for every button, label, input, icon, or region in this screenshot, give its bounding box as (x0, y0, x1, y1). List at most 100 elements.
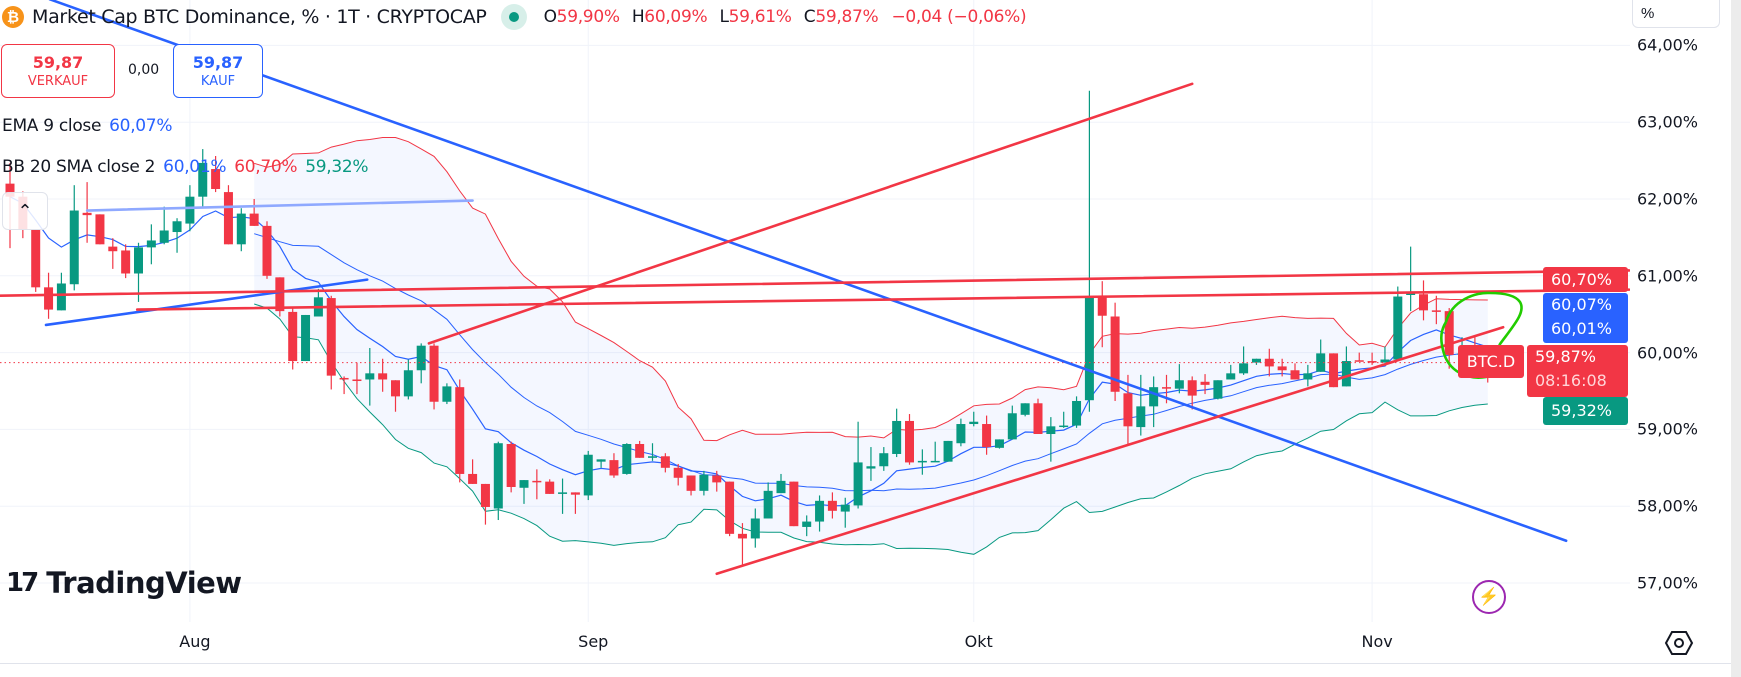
candle-body (1251, 358, 1261, 363)
candle (365, 347, 375, 406)
candle (570, 492, 580, 514)
divider (0, 663, 1731, 664)
candle-body (917, 460, 927, 463)
candle (802, 515, 812, 537)
sell-label: VERKAUF (27, 74, 89, 89)
candle-body (763, 490, 773, 519)
candle-body (1444, 311, 1454, 355)
candle-body (1200, 381, 1210, 385)
candle-body (596, 459, 606, 462)
price-unit-box[interactable]: % (1632, 0, 1720, 28)
tradingview-logo[interactable]: 17 TradingView (6, 566, 242, 600)
candle-body (121, 250, 131, 274)
candle-body (1110, 316, 1120, 392)
candle (1084, 90, 1094, 412)
candle-body (1020, 403, 1030, 415)
candle-body (789, 481, 799, 527)
candle (416, 343, 426, 384)
candle-body (532, 480, 542, 483)
candle (1251, 358, 1261, 365)
candle (712, 470, 722, 492)
candle (737, 523, 747, 565)
candle-body (570, 492, 580, 495)
candle-body (1277, 366, 1287, 371)
candle-body (1406, 293, 1416, 295)
candle-body (776, 480, 786, 494)
candle-body (275, 277, 285, 312)
bb-label: BB 20 SMA close 2 (2, 157, 156, 177)
bar-countdown: 08:16:08 (1535, 371, 1607, 390)
change-value: −0,04 (−0,06%) (891, 7, 1027, 27)
buy-label: KAUF (200, 74, 236, 89)
candle-body (262, 225, 272, 276)
settings-icon[interactable] (1664, 630, 1694, 661)
price-axis-label: 61,00% (1637, 266, 1699, 286)
candle (1046, 417, 1056, 462)
candle-body (635, 443, 645, 458)
candle (1123, 374, 1133, 444)
candle-body (1290, 370, 1300, 380)
bb-legend[interactable]: BB 20 SMA close 2 60,01% 60,70% 59,32% (2, 157, 369, 177)
collapse-legend-button[interactable]: ⌃ (2, 192, 48, 230)
candle (905, 414, 914, 465)
symbol-title[interactable]: Market Cap BTC Dominance, % · 1T · CRYPT… (32, 6, 487, 28)
candle (1290, 363, 1300, 380)
candle-body (236, 213, 246, 245)
ema-legend[interactable]: EMA 9 close 60,07% (2, 116, 172, 136)
sell-button[interactable]: 59,87 VERKAUF (1, 44, 115, 98)
candle (827, 492, 837, 519)
price-axis-label: 58,00% (1637, 496, 1699, 516)
candle-body (44, 287, 54, 310)
candle-body (403, 370, 413, 397)
candle-body (1393, 296, 1403, 360)
candle (699, 470, 709, 496)
candle-body (1239, 363, 1249, 374)
candle-body (198, 162, 208, 197)
candle-body (108, 246, 118, 252)
candle-body (1213, 380, 1223, 399)
candle-body (95, 214, 105, 245)
ema-badge: 60,07% (1551, 295, 1613, 314)
candle (956, 418, 966, 447)
high-label: H (631, 7, 645, 27)
candle (982, 415, 992, 455)
candle-body (506, 443, 516, 487)
candle (879, 447, 889, 471)
candle-body (1097, 297, 1107, 316)
candle (519, 480, 529, 504)
candle (159, 206, 169, 245)
candle-body (1329, 353, 1339, 388)
candle (969, 411, 979, 427)
highlight-circle (1440, 291, 1523, 379)
candle (378, 358, 388, 392)
open-value: 59,90% (556, 7, 620, 27)
candle (108, 238, 118, 269)
candle (1072, 396, 1082, 428)
candle (750, 508, 760, 548)
candle (326, 295, 336, 390)
buy-button[interactable]: 59,87 KAUF (173, 44, 263, 98)
symbol-header: ₿ Market Cap BTC Dominance, % · 1T · CRY… (2, 2, 1027, 32)
buy-price: 59,87 (192, 53, 244, 72)
candle-body (673, 467, 683, 478)
candle (1303, 364, 1313, 387)
high-value: 60,09% (644, 7, 708, 27)
candle (301, 314, 311, 362)
candle-body (352, 379, 362, 382)
candle (558, 478, 568, 514)
candle (391, 380, 400, 412)
lightning-icon[interactable]: ⚡ (1472, 580, 1506, 614)
candle (506, 441, 516, 493)
candle (917, 449, 927, 475)
rising-line-upper (427, 82, 1194, 345)
price-chart[interactable] (0, 0, 1630, 662)
candle-body (930, 460, 940, 463)
candle (1007, 405, 1017, 440)
bb-upper-badge: 60,70% (1543, 267, 1628, 292)
candle (1136, 374, 1146, 436)
candle (1393, 286, 1403, 360)
market-status-icon[interactable] (500, 4, 527, 30)
candle-body (969, 421, 979, 425)
candle (596, 459, 606, 468)
scrollbar[interactable] (1731, 0, 1741, 677)
